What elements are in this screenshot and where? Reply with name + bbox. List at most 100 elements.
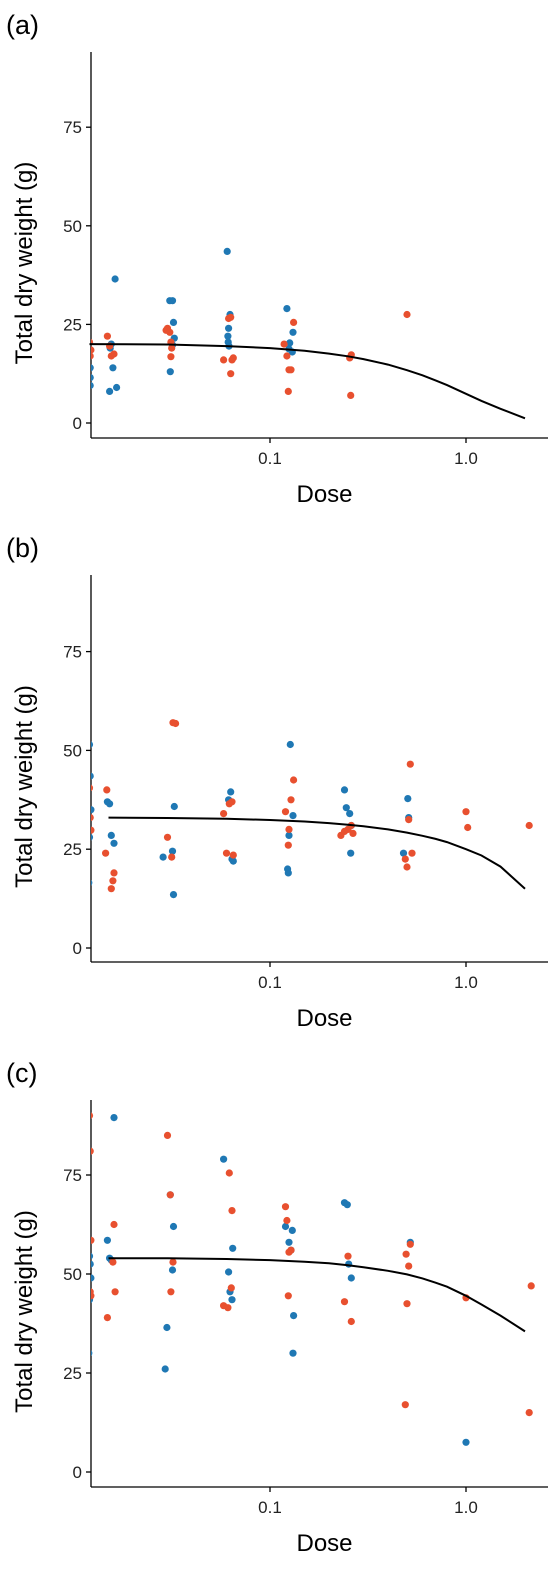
y-tick-label: 75 <box>63 643 82 662</box>
data-point-red <box>280 340 288 348</box>
data-point-blue <box>347 849 355 857</box>
data-point-red <box>525 1409 533 1417</box>
y-tick-label: 50 <box>63 741 82 760</box>
data-point-blue <box>170 802 178 811</box>
data-point-blue <box>111 275 119 283</box>
data-point-blue <box>462 1438 470 1446</box>
data-point-blue <box>106 387 114 395</box>
data-point-red <box>91 1236 95 1244</box>
data-point-red <box>91 346 95 354</box>
y-tick-label: 75 <box>63 118 82 137</box>
data-point-red <box>408 849 416 857</box>
data-point-red <box>227 1284 235 1292</box>
data-point-blue <box>286 740 294 749</box>
fitted-curve <box>108 1257 526 1333</box>
data-point-red <box>103 332 111 340</box>
data-point-red <box>166 328 174 336</box>
data-point-red <box>110 1220 118 1229</box>
data-point-blue <box>91 381 94 390</box>
data-point-blue <box>166 368 174 376</box>
data-point-red <box>91 784 94 792</box>
panel-label: (b) <box>6 533 39 563</box>
data-point-red <box>229 354 237 362</box>
data-point-blue <box>169 1222 178 1231</box>
data-point-red <box>227 370 235 378</box>
data-points <box>91 247 411 399</box>
data-point-blue <box>91 879 93 886</box>
data-point-blue <box>91 772 94 780</box>
data-point-blue <box>284 869 292 877</box>
data-point-red <box>287 366 295 374</box>
y-tick-label: 50 <box>63 217 82 236</box>
data-point-red <box>166 1191 174 1199</box>
data-point-blue <box>228 1296 236 1304</box>
data-point-blue <box>220 1155 228 1163</box>
data-point-red <box>406 1240 414 1248</box>
data-point-red <box>167 1288 175 1296</box>
data-point-red <box>527 1282 535 1290</box>
data-point-blue <box>159 853 167 861</box>
data-point-red <box>91 1112 94 1119</box>
data-point-red <box>462 808 470 816</box>
data-point-red <box>347 391 355 399</box>
data-point-red <box>287 796 295 804</box>
data-point-blue <box>91 374 94 382</box>
data-point-blue <box>168 297 177 305</box>
data-point-blue <box>289 1349 297 1357</box>
data-point-blue <box>404 795 412 803</box>
data-point-blue <box>343 1201 351 1209</box>
data-point-blue <box>399 849 408 857</box>
data-point-blue <box>288 1226 296 1234</box>
data-point-red <box>403 863 411 871</box>
data-point-red <box>91 1292 95 1300</box>
x-tick-label: 0.1 <box>258 1498 282 1517</box>
data-point-blue <box>169 318 178 326</box>
data-point-blue <box>168 847 177 855</box>
data-point-red <box>281 808 290 816</box>
data-point-red <box>229 851 237 859</box>
data-point-red <box>284 387 292 395</box>
data-point-red <box>525 821 533 830</box>
data-point-red <box>347 1317 355 1326</box>
data-point-red <box>91 826 95 834</box>
data-point-red <box>222 849 231 857</box>
data-point-red <box>103 786 111 794</box>
data-point-red <box>405 1262 413 1270</box>
data-point-blue <box>168 1266 177 1274</box>
data-point-blue <box>229 1244 237 1252</box>
fitted-curve <box>89 343 526 420</box>
y-axis-title: Total dry weight (g) <box>11 162 38 365</box>
data-point-red <box>401 855 409 863</box>
data-point-blue <box>286 339 294 347</box>
y-tick-label: 25 <box>63 840 82 859</box>
data-point-blue <box>227 788 235 796</box>
data-point-red <box>109 877 117 885</box>
data-point-red <box>91 814 94 822</box>
data-point-red <box>172 719 180 728</box>
data-point-red <box>163 1131 172 1139</box>
x-axis-title: Dose <box>296 1005 352 1032</box>
data-point-red <box>228 1207 236 1215</box>
y-tick-label: 25 <box>63 315 82 334</box>
panel-label: (a) <box>6 10 39 40</box>
data-point-red <box>225 1169 233 1177</box>
data-point-red <box>401 1401 409 1409</box>
data-point-red <box>281 1203 290 1211</box>
data-point-red <box>163 833 172 841</box>
x-tick-label: 1.0 <box>454 449 478 468</box>
x-tick-label: 0.1 <box>258 973 282 992</box>
data-point-blue <box>169 891 178 899</box>
data-point-red <box>284 1292 292 1300</box>
data-point-blue <box>110 1114 118 1122</box>
data-point-blue <box>285 831 293 840</box>
y-tick-label: 75 <box>63 1166 82 1185</box>
x-tick-label: 1.0 <box>454 1498 478 1517</box>
x-tick-label: 0.1 <box>258 449 282 468</box>
data-point-red <box>283 352 291 360</box>
data-point-blue <box>347 1274 355 1282</box>
data-point-red <box>109 1258 117 1266</box>
data-point-red <box>110 869 118 877</box>
x-tick-label: 1.0 <box>454 973 478 992</box>
data-point-red <box>464 823 472 832</box>
